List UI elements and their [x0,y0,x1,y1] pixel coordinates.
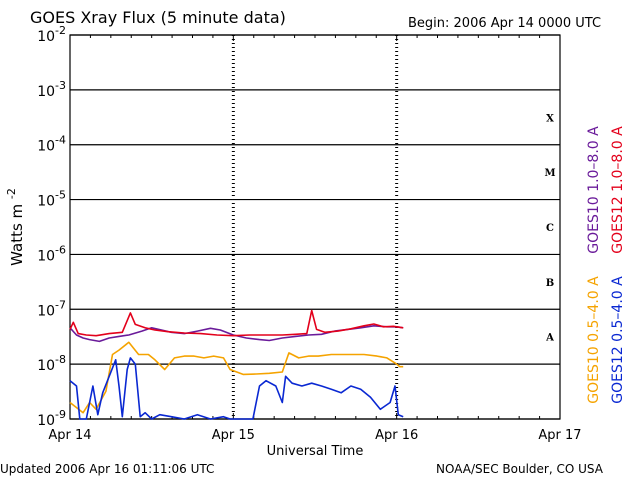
y-tick-label: 10-9 [37,408,66,429]
legend-entry: GOES10 1.0–8.0 A [586,126,602,254]
x-tick-label: Apr 15 [212,428,255,443]
updated-timestamp: Updated 2006 Apr 16 01:11:06 UTC [0,462,215,476]
x-tick-label: Apr 14 [48,428,91,443]
credit-label: NOAA/SEC Boulder, CO USA [436,462,603,476]
series-line [69,309,404,337]
x-axis-label: Universal Time [267,444,364,459]
y-tick-label: 10-4 [37,134,66,155]
x-tick-label: Apr 16 [375,428,418,443]
y-axis-label: Watts m -2 [5,188,26,266]
flare-class-label: A [545,333,554,344]
series-line [69,341,404,414]
y-tick-label: 10-3 [37,79,66,100]
flare-class-label: C [546,223,554,234]
flare-class-label: M [544,168,555,179]
y-tick-label: 10-5 [37,189,66,210]
plot-frame [69,34,561,420]
x-tick-label: Apr 17 [538,428,581,443]
legend-entry: GOES12 0.5–4.0 A [610,276,626,404]
flare-class-label: X [546,113,554,124]
y-tick-label: 10-8 [37,353,66,374]
y-tick-label: 10-2 [37,24,66,45]
chart-title: GOES Xray Flux (5 minute data) [30,8,286,27]
begin-label: Begin: 2006 Apr 14 0000 UTC [408,16,602,31]
y-tick-label: 10-7 [37,298,66,319]
y-tick-label: 10-6 [37,243,66,264]
legend-entry: GOES12 1.0–8.0 A [610,126,626,254]
series-line [69,357,404,420]
flare-class-label: B [546,278,554,289]
legend-entry: GOES10 0.5–4.0 A [586,276,602,404]
